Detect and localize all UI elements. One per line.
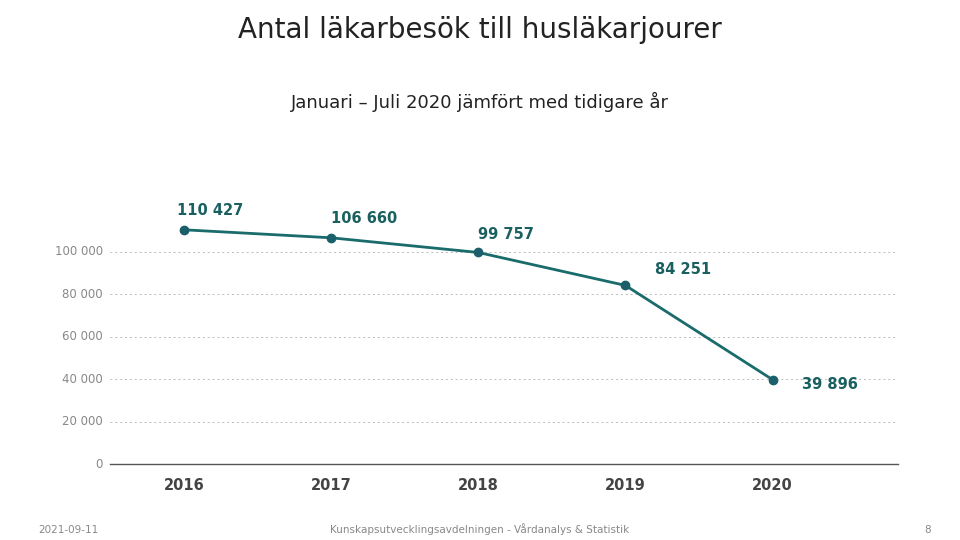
Text: Kunskapsutvecklingsavdelningen - Vårdanalys & Statistik: Kunskapsutvecklingsavdelningen - Vårdana… <box>330 523 630 535</box>
Text: 84 251: 84 251 <box>655 262 711 277</box>
Text: Antal läkarbesök till husläkarjourer: Antal läkarbesök till husläkarjourer <box>238 16 722 44</box>
Text: 20 000: 20 000 <box>62 415 103 428</box>
Text: 40 000: 40 000 <box>62 373 103 386</box>
Text: 8: 8 <box>924 524 931 535</box>
Text: 2021-09-11: 2021-09-11 <box>38 524 99 535</box>
Text: 0: 0 <box>96 458 103 471</box>
Text: 99 757: 99 757 <box>478 227 534 242</box>
Text: 106 660: 106 660 <box>331 211 397 226</box>
Text: 80 000: 80 000 <box>62 288 103 301</box>
Text: Januari – Juli 2020 jämfört med tidigare år: Januari – Juli 2020 jämfört med tidigare… <box>291 92 669 112</box>
Text: 100 000: 100 000 <box>55 246 103 259</box>
Text: 110 427: 110 427 <box>177 203 243 218</box>
Text: 39 896: 39 896 <box>802 377 858 393</box>
Text: 60 000: 60 000 <box>62 330 103 343</box>
